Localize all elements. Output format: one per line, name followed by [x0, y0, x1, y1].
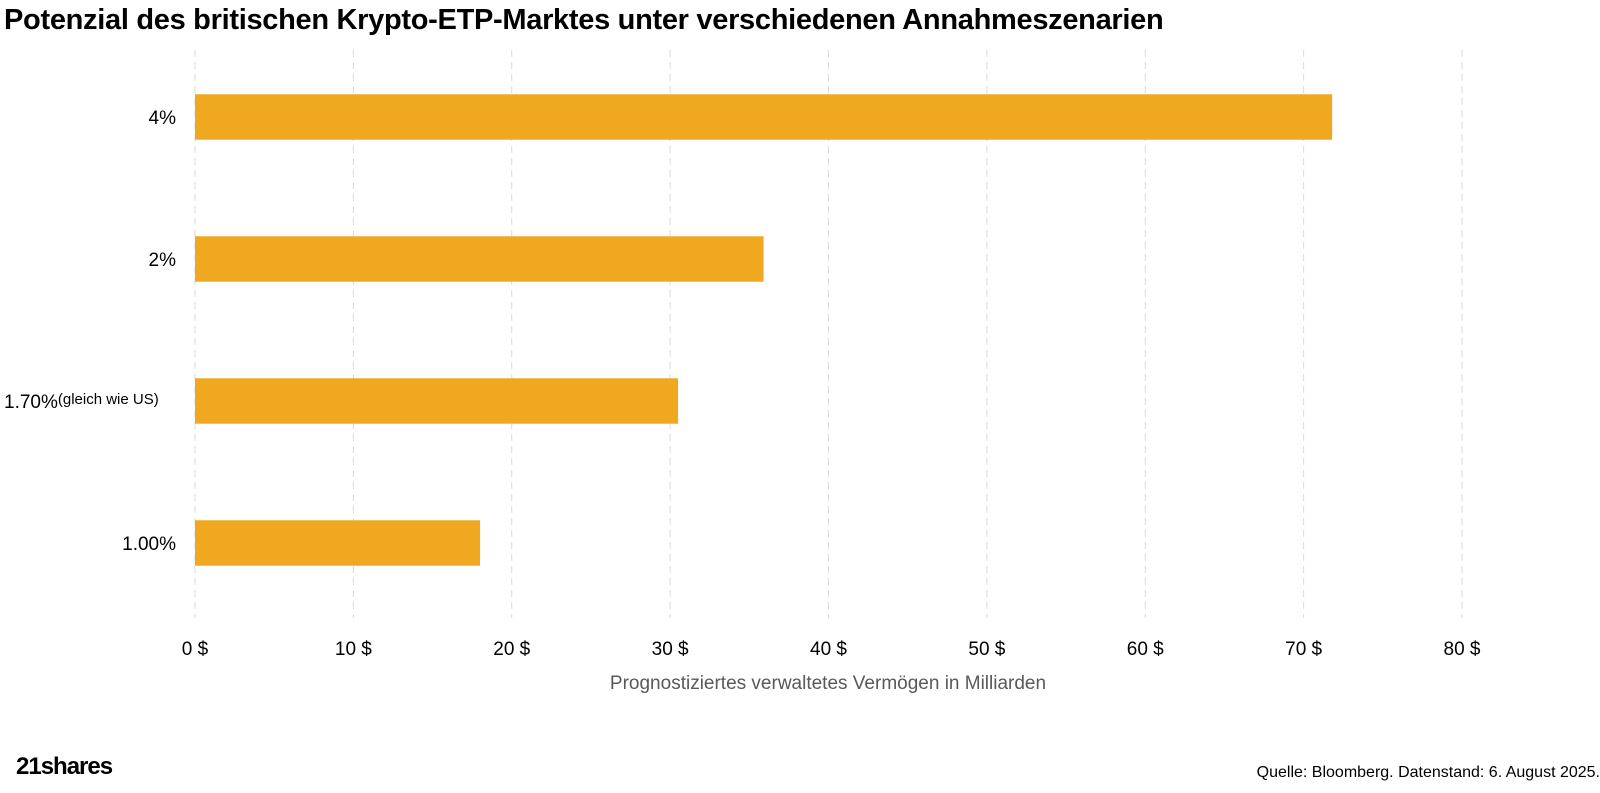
- x-tick-label: 30 $: [652, 639, 689, 660]
- x-tick-label: 40 $: [810, 639, 847, 660]
- category-note: (gleich wie US): [58, 391, 159, 408]
- x-tick-label: 20 $: [493, 639, 530, 660]
- bar: [195, 236, 764, 282]
- x-tick-label: 10 $: [335, 639, 372, 660]
- bar: [195, 378, 679, 424]
- x-tick-label: 50 $: [968, 639, 1005, 660]
- bars: [195, 94, 1333, 566]
- x-tick-labels: 0 $ 10 $ 20 $ 30 $ 40 $ 50 $ 60 $ 70 $ 80 $: [182, 639, 1481, 660]
- brand-logo: 21shares: [16, 753, 113, 781]
- bar: [195, 520, 481, 566]
- category-labels: 4% 2% 1.70%(gleich wie US) 1.00%: [4, 108, 176, 555]
- category-label: 2%: [149, 250, 177, 271]
- source-note: Quelle: Bloomberg. Datenstand: 6. August…: [1256, 764, 1600, 781]
- category-label: 1.70%: [4, 392, 58, 413]
- category-label-group: 1.70%(gleich wie US): [4, 391, 159, 413]
- bar: [195, 94, 1333, 140]
- category-label: 4%: [149, 108, 177, 129]
- category-label: 1.00%: [122, 534, 176, 555]
- x-axis-title: Prognostiziertes verwaltetes Vermögen in…: [610, 673, 1046, 694]
- x-tick-label: 60 $: [1127, 639, 1164, 660]
- chart-title: Potenzial des britischen Krypto-ETP-Mark…: [4, 4, 1164, 36]
- brand-name: 21shares: [16, 753, 113, 780]
- x-tick-label: 0 $: [182, 639, 209, 660]
- x-tick-label: 80 $: [1444, 639, 1481, 660]
- x-tick-label: 70 $: [1285, 639, 1322, 660]
